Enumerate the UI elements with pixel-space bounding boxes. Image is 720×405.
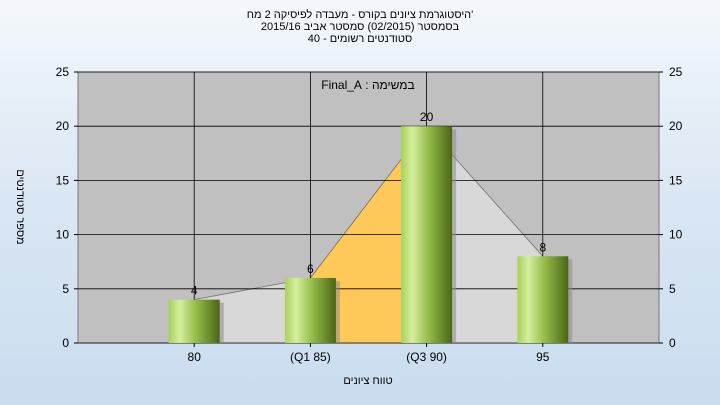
chart-title: היסטוגרמת ציונים בקורס - מעבדה לפיסיקה 2…	[0, 9, 720, 45]
chart-annotation: במשימה : Final_A	[321, 78, 414, 92]
bar-4	[517, 256, 569, 343]
y-tick-label-right-1: 5	[669, 282, 676, 296]
data-label-3: 20	[420, 110, 434, 124]
bar-2	[284, 277, 336, 343]
title-line-2: בסמסטר (02/2015) סמסטר אביב 2015/16	[260, 21, 460, 33]
bar-1	[168, 299, 220, 343]
title-line-3: סטודנטים רשומים - 40	[307, 33, 413, 45]
x-tick-label-2: (Q1 85)	[290, 350, 331, 364]
y-tick-label-right-4: 20	[669, 119, 683, 133]
y-tick-label-left-5: 25	[56, 65, 70, 79]
y-tick-label-left-0: 0	[62, 336, 69, 350]
y-tick-label-left-3: 15	[56, 173, 70, 187]
x-tick-label-4: 95	[536, 350, 550, 364]
bar-3	[401, 126, 453, 343]
data-label-1: 4	[191, 284, 198, 298]
data-label-4: 8	[539, 240, 546, 254]
y-tick-label-right-5: 25	[669, 65, 683, 79]
data-label-2: 6	[307, 262, 314, 276]
y-tick-label-left-1: 5	[62, 282, 69, 296]
y-tick-label-right-3: 15	[669, 173, 683, 187]
x-tick-label-3: (Q3 90)	[406, 350, 447, 364]
y-tick-label-right-0: 0	[669, 336, 676, 350]
y-tick-label-left-2: 10	[56, 228, 70, 242]
title-line-1: היסטוגרמת ציונים בקורס - מעבדה לפיסיקה 2…	[246, 9, 474, 21]
y-tick-label-right-2: 10	[669, 228, 683, 242]
y-tick-label-left-4: 20	[56, 119, 70, 133]
x-tick-label-1: 80	[188, 350, 202, 364]
x-axis-title: טווח ציונים	[343, 375, 392, 387]
y-axis-title: מספר סטודנטים	[14, 169, 26, 244]
